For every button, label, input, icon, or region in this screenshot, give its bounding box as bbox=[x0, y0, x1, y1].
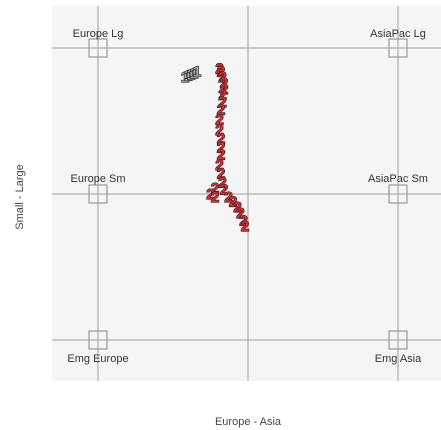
point-1-13: 2 bbox=[215, 157, 223, 174]
anchors: Europe Lg AsiaPac Lg Europe Sm AsiaPac Sm Em… bbox=[67, 28, 428, 365]
point-1-17: 2 bbox=[211, 180, 219, 197]
point-1-24: 2 bbox=[239, 212, 247, 229]
anchor-label-4: Emg Europe bbox=[67, 353, 128, 365]
anchor-box-4 bbox=[88, 330, 108, 350]
point-1-25: 2 bbox=[241, 218, 249, 235]
point-1-15: 2 bbox=[218, 174, 226, 191]
anchor-label-5: Emg Asia bbox=[375, 353, 422, 365]
point-1-1: 2 bbox=[217, 63, 225, 80]
anchor-label-0: Europe Lg bbox=[73, 28, 124, 40]
point-0-4: 1 bbox=[193, 63, 201, 80]
point-1-12: 2 bbox=[217, 147, 225, 164]
point-1-19: 2 bbox=[211, 189, 219, 206]
point-1-7: 2 bbox=[217, 101, 225, 118]
point-1-2: 2 bbox=[218, 69, 226, 86]
anchor-label-2: Europe Sm bbox=[70, 173, 125, 185]
point-0-3: 1 bbox=[190, 65, 198, 82]
anchor-box-3 bbox=[388, 184, 408, 204]
anchor-label-1: AsiaPac Lg bbox=[370, 28, 426, 40]
y-axis-label: Small - Large bbox=[14, 164, 26, 229]
point-0-1: 1 bbox=[184, 68, 192, 85]
x-axis-label: Europe - Asia bbox=[215, 416, 282, 428]
point-0-2: 1 bbox=[187, 66, 195, 83]
anchor-box-1 bbox=[388, 38, 408, 58]
point-1-4: 2 bbox=[220, 81, 228, 98]
grid bbox=[52, 6, 441, 381]
anchor-box-2 bbox=[88, 184, 108, 204]
point-1-6: 2 bbox=[218, 94, 226, 111]
point-1-23: 2 bbox=[236, 205, 244, 222]
point-1-3: 2 bbox=[220, 75, 228, 92]
point-1-16: 2 bbox=[220, 182, 228, 199]
anchor-box-5 bbox=[388, 330, 408, 350]
point-1-8: 2 bbox=[215, 112, 223, 129]
point-1-20: 2 bbox=[224, 189, 232, 206]
point-1-10: 2 bbox=[217, 131, 225, 148]
point-1-14: 2 bbox=[217, 166, 225, 183]
anchor-label-3: AsiaPac Sm bbox=[368, 173, 428, 185]
point-1-18: 2 bbox=[206, 186, 214, 203]
point-1-9: 2 bbox=[215, 122, 223, 139]
point-1-5: 2 bbox=[218, 87, 226, 104]
anchor-box-0 bbox=[88, 38, 108, 58]
point-1-21: 2 bbox=[229, 193, 237, 210]
point-1-22: 2 bbox=[233, 199, 241, 216]
point-0-0: 1 bbox=[181, 69, 189, 86]
point-1-11: 2 bbox=[217, 139, 225, 156]
point-1-0: 2 bbox=[215, 60, 223, 77]
